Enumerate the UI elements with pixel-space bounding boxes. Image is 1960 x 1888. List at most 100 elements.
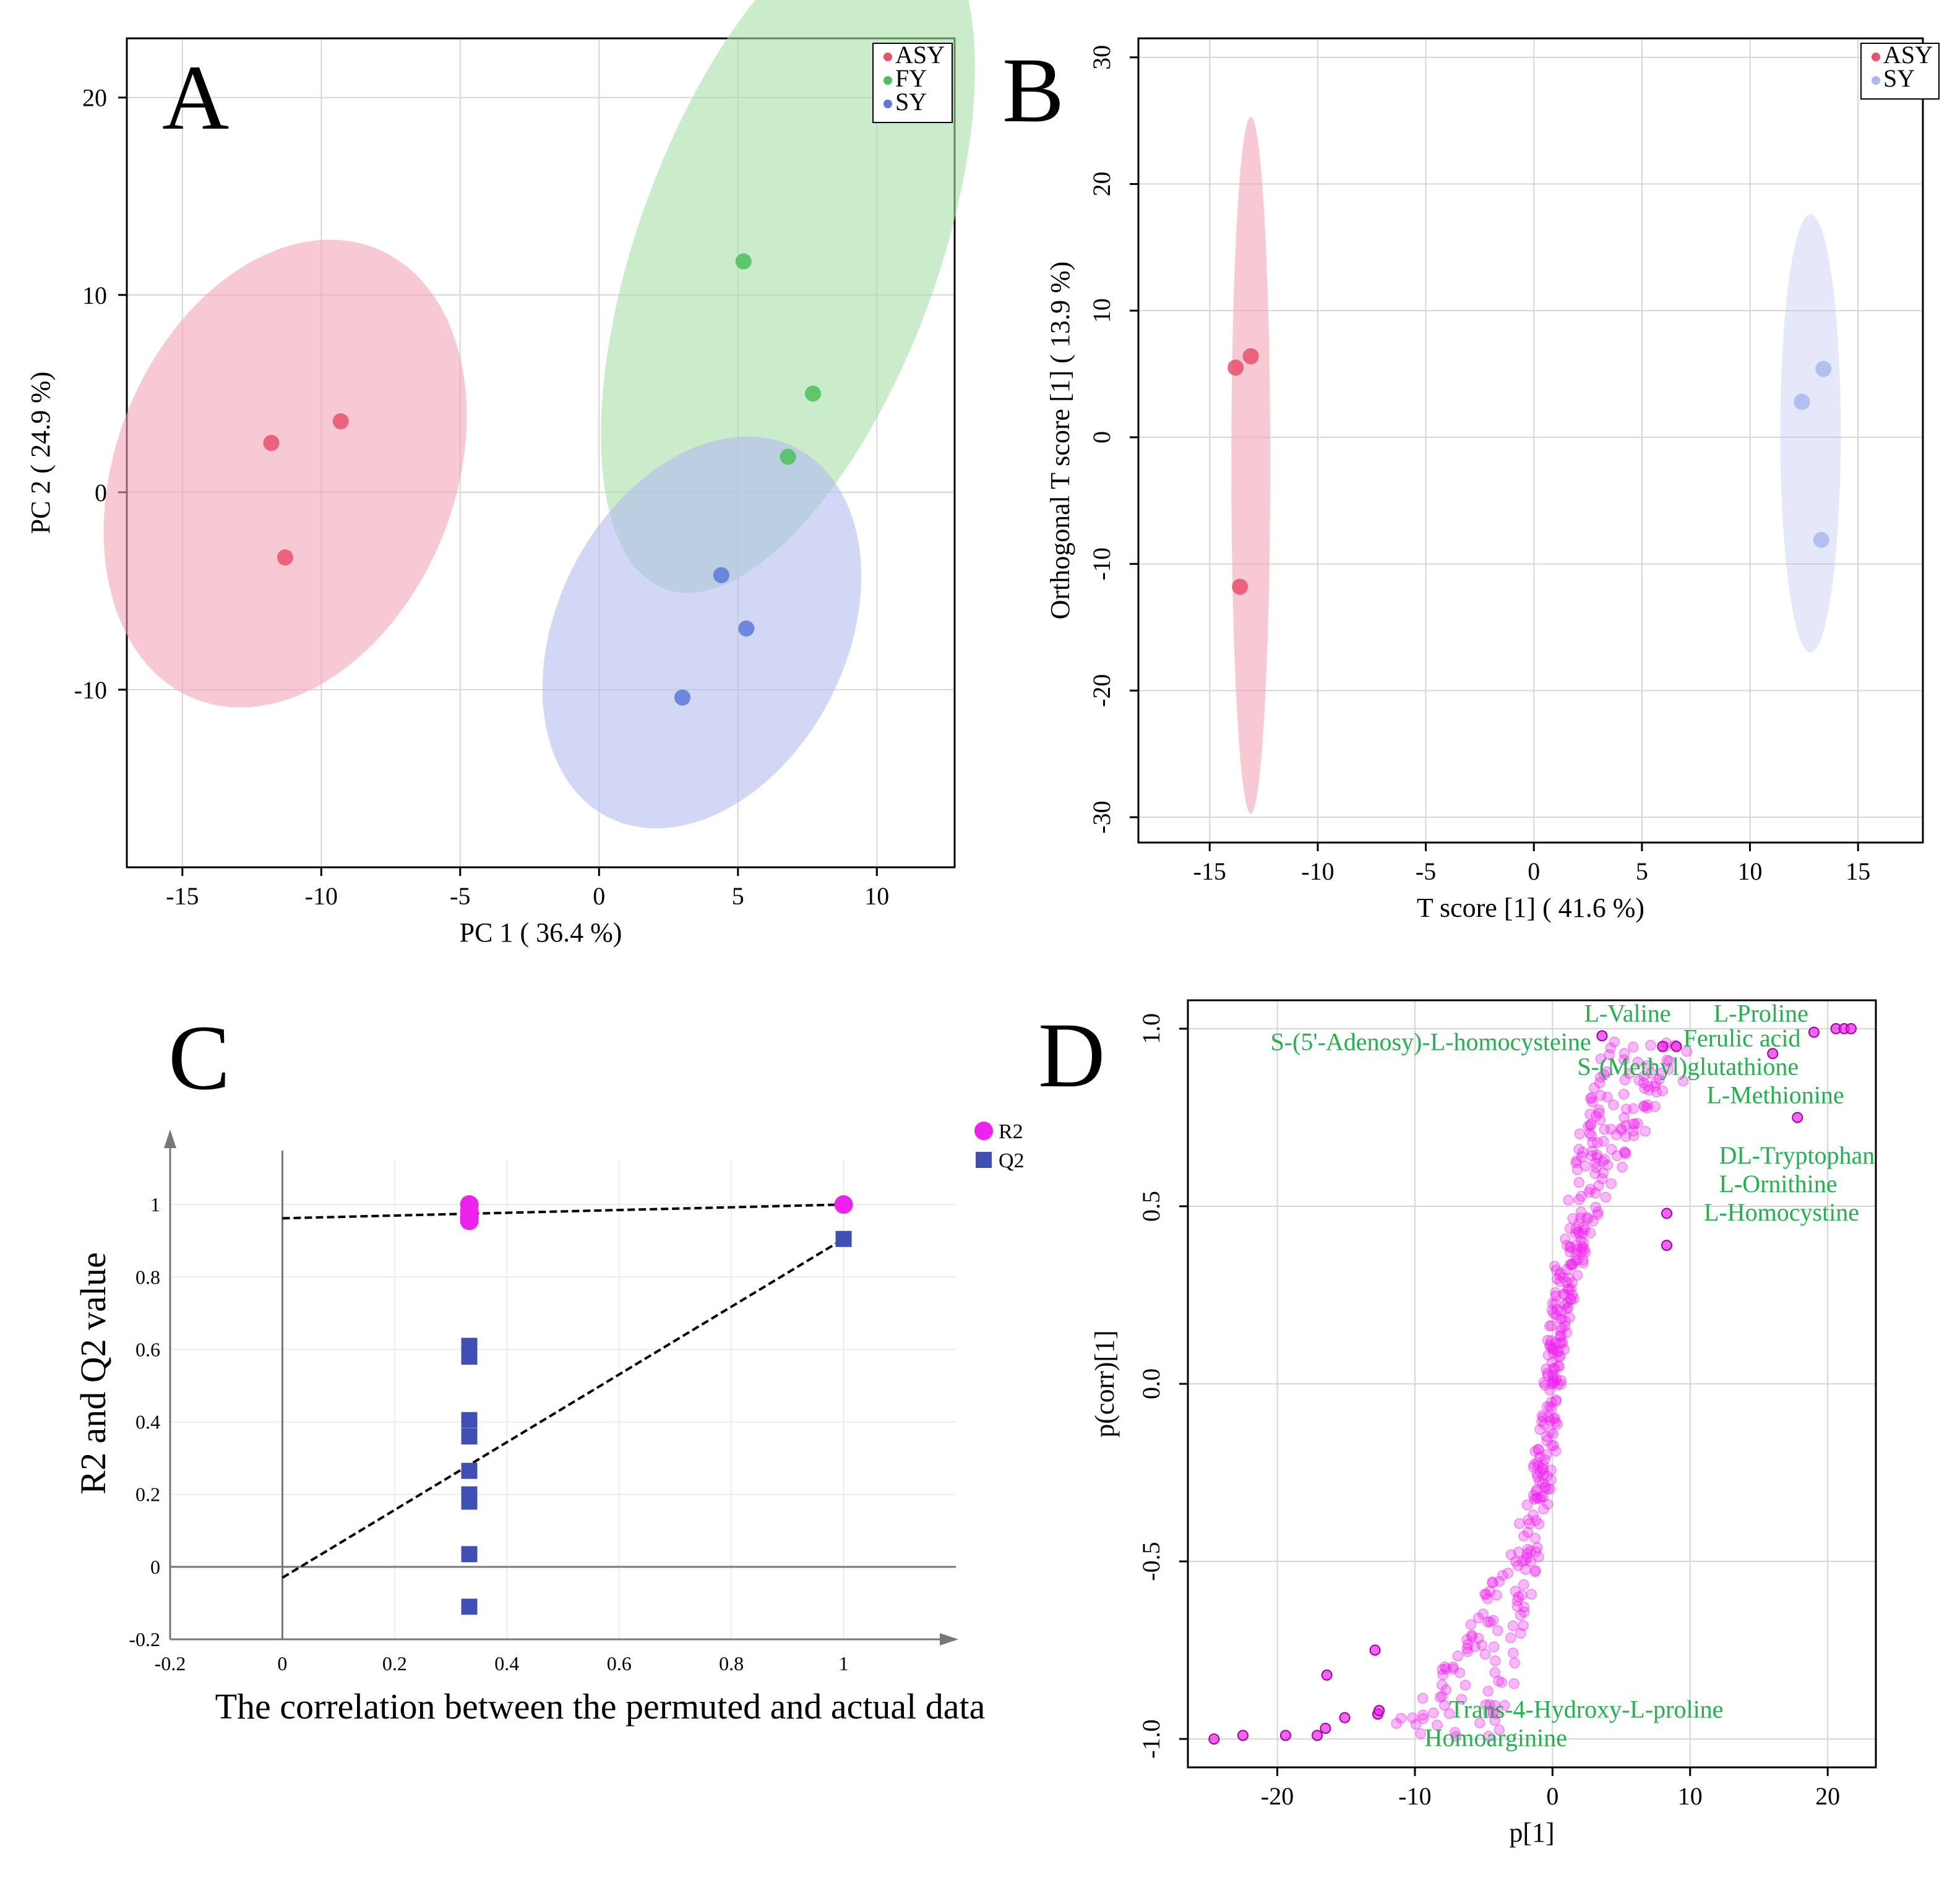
loading-point [1487,1577,1498,1589]
loading-point [1561,1240,1573,1251]
loading-point [1466,1629,1477,1641]
sample-point-sy [738,620,755,637]
loading-point [1505,1632,1516,1644]
loading-point [1559,1289,1570,1300]
sample-point-asy [1227,359,1244,376]
loading-point [1493,1675,1505,1687]
loading-point [1434,1691,1446,1703]
loading-point [1545,1415,1556,1427]
loading-point [1541,1449,1552,1461]
loading-point [1597,1156,1609,1167]
loading-point [1544,1384,1555,1396]
loading-point [1437,1663,1448,1675]
loading-point [1537,1478,1549,1489]
loading-point [1513,1547,1524,1558]
loading-point [1551,1303,1563,1315]
q2-point [461,1428,478,1444]
x-tick-label: -5 [1416,857,1436,885]
loading-point [1502,1568,1514,1579]
loading-point [1550,1396,1562,1407]
loading-point [1618,1047,1630,1059]
loading-point [1545,1426,1557,1438]
loading-point [1641,1099,1653,1110]
loading-point [1587,1216,1599,1227]
loading-point [1586,1146,1598,1157]
loading-point [1589,1168,1601,1179]
loading-point [1428,1707,1439,1719]
loading-point [1450,1731,1462,1742]
loading-point [1541,1431,1552,1442]
loading-point [1536,1416,1547,1427]
loading-point [1417,1709,1429,1721]
loading-point [1594,1077,1605,1089]
loading-point [1571,1155,1583,1166]
loading-point [1533,1518,1545,1530]
loading-point [1487,1615,1499,1626]
loading-point [1536,1491,1547,1502]
loading-point [1618,1088,1630,1100]
highlighted-loading-point [1279,1730,1291,1741]
loading-point [1512,1560,1524,1571]
loading-point [1542,1370,1554,1381]
legend-marker-r2 [974,1122,993,1140]
loading-point [1545,1335,1557,1346]
loading-point [1620,1131,1631,1142]
loading-point [1552,1360,1564,1371]
loading-point [1518,1620,1529,1631]
x-tick-label: 0 [593,882,605,910]
loading-point [1456,1694,1468,1705]
loading-point [1550,1290,1562,1302]
loading-point [1521,1499,1533,1511]
loading-point [1528,1490,1539,1501]
y-tick-label: 0.2 [135,1483,160,1506]
x-tick-label: 15 [1846,857,1870,885]
loading-point [1600,1191,1612,1203]
loading-point [1565,1294,1576,1305]
loading-point [1565,1283,1577,1295]
loading-point [1437,1669,1448,1681]
loading-point [1459,1680,1471,1691]
loading-point [1476,1639,1487,1651]
metabolite-annotation: L-Proline [1714,999,1808,1027]
loading-point [1479,1649,1491,1660]
loading-point [1472,1633,1484,1644]
loading-point [1549,1261,1560,1272]
loading-point [1567,1259,1578,1271]
metabolite-annotation: Homoarginine [1425,1724,1567,1752]
loading-point [1532,1456,1543,1468]
loading-point [1531,1492,1542,1504]
loading-point [1573,1144,1584,1155]
loading-point [1461,1643,1473,1654]
loading-point [1563,1283,1575,1295]
loading-point [1511,1600,1523,1612]
metabolite-annotation: L-Methionine [1706,1081,1844,1109]
loading-point [1573,1177,1584,1188]
highlighted-loading-point [1339,1712,1351,1723]
loading-point [1522,1527,1534,1538]
loading-point [1556,1323,1568,1334]
loading-point [1533,1551,1544,1563]
loading-point [1639,1101,1650,1112]
loading-point [1539,1481,1550,1492]
loading-point [1562,1297,1573,1308]
loading-point [1618,1146,1630,1157]
loading-point [1567,1277,1578,1289]
panel-c-permutation-plot: -0.2 0 0.2 0.4 0.6 0.8 1 -0.2 0 0.2 0.4 0.6 0.8 1 R2 Q2… [73,1006,1025,1727]
regression-line-q2 [282,1238,845,1579]
loading-point [1554,1330,1566,1342]
loading-point [1550,1375,1561,1386]
y-tick-label: 1 [150,1193,160,1216]
loading-point [1533,1444,1544,1456]
loading-point [1564,1223,1576,1234]
x-tick-label: -5 [450,882,470,910]
loading-point [1662,1063,1674,1075]
loading-point [1542,1499,1554,1510]
loading-point [1628,1103,1639,1114]
loading-point [1576,1243,1587,1255]
loading-point [1532,1444,1544,1455]
loading-point [1391,1718,1402,1729]
loading-point [1547,1377,1559,1388]
confidence-ellipse-sy [542,436,862,829]
loading-point [1584,1183,1596,1195]
